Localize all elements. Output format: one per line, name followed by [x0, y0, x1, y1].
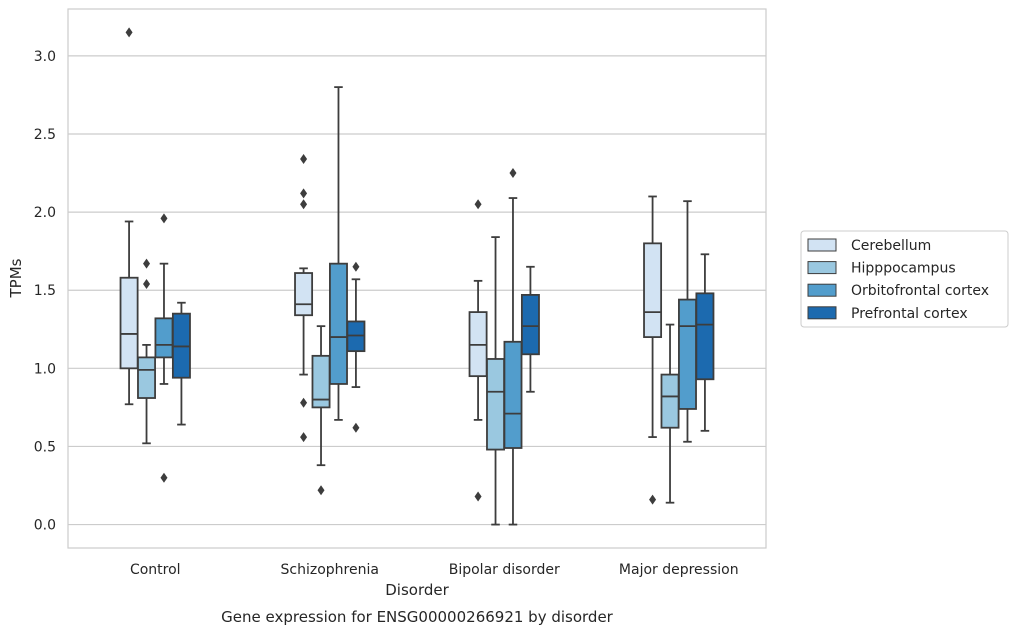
series-hipppocampus	[137, 236, 680, 526]
y-tick-label: 0.0	[34, 518, 56, 534]
box-plot-series	[119, 27, 715, 526]
box	[660, 323, 680, 504]
outlier-point	[143, 278, 151, 289]
box-iqr	[520, 294, 540, 356]
box-iqr	[503, 340, 523, 449]
box-iqr	[137, 356, 156, 399]
box-iqr	[695, 292, 715, 381]
outlier-point	[300, 397, 308, 408]
box-iqr	[294, 272, 314, 317]
x-tick-label: Control	[130, 562, 181, 578]
outlier-point	[352, 261, 360, 272]
outlier-point	[160, 472, 168, 483]
box	[520, 265, 540, 393]
box	[695, 253, 715, 432]
box	[329, 86, 348, 421]
y-tick-label: 2.5	[34, 127, 56, 143]
box-iqr	[119, 276, 139, 370]
legend-swatch	[807, 238, 837, 252]
box	[311, 325, 331, 496]
box-iqr	[329, 262, 348, 385]
box	[171, 301, 191, 426]
box	[154, 213, 174, 483]
box	[294, 153, 314, 443]
box	[503, 168, 523, 526]
box	[137, 258, 156, 445]
legend-label: Prefrontal cortex	[851, 306, 968, 322]
box-iqr	[486, 358, 505, 451]
outlier-point	[300, 188, 308, 199]
box	[346, 261, 366, 433]
outlier-point	[317, 485, 325, 496]
y-tick-label: 1.5	[34, 283, 56, 299]
y-axis-ticks: 0.0 0.5 1.0 1.5 2.0 2.5 3.0	[34, 49, 56, 534]
outlier-point	[143, 258, 151, 269]
outlier-point	[474, 199, 482, 210]
outlier-point	[300, 153, 308, 164]
outlier-point	[352, 422, 360, 433]
series-orbitofrontal-cortex	[154, 86, 697, 526]
legend-items: Cerebellum Hipppocampus Orbitofrontal cort…	[807, 238, 989, 322]
box-iqr	[643, 242, 663, 338]
outlier-point	[649, 494, 657, 505]
x-tick-label: Schizophrenia	[281, 562, 379, 578]
box-iqr	[660, 373, 680, 429]
box	[486, 236, 505, 526]
chart-caption: Gene expression for ENSG00000266921 by d…	[221, 608, 614, 626]
box	[119, 27, 139, 406]
box-iqr	[678, 298, 697, 410]
box	[678, 200, 697, 443]
outlier-point	[509, 168, 517, 179]
outlier-point	[160, 213, 168, 224]
box	[643, 195, 663, 505]
y-axis-label: TPMs	[7, 258, 25, 298]
series-prefrontal-cortex	[171, 253, 715, 433]
outlier-point	[474, 491, 482, 502]
legend-label: Hipppocampus	[851, 261, 956, 277]
x-axis-label: Disorder	[385, 581, 449, 599]
y-tick-label: 0.5	[34, 439, 56, 455]
x-tick-label: Major depression	[619, 562, 739, 578]
legend-label: Orbitofrontal cortex	[851, 283, 989, 299]
legend-swatch	[807, 261, 837, 275]
outlier-point	[300, 199, 308, 210]
series-cerebellum	[119, 27, 663, 505]
y-tick-label: 3.0	[34, 49, 56, 65]
plot-frame	[67, 8, 767, 549]
legend-swatch	[807, 283, 837, 297]
legend-label: Cerebellum	[851, 238, 931, 254]
box-iqr	[154, 317, 174, 359]
legend: Cerebellum Hipppocampus Orbitofrontal cort…	[800, 230, 1009, 328]
legend-frame	[800, 230, 1009, 328]
y-tick-label: 2.0	[34, 205, 56, 221]
outlier-point	[125, 27, 133, 38]
x-axis-ticks: Control Schizophrenia Bipolar disorder Majo…	[130, 562, 739, 578]
y-tick-label: 1.0	[34, 361, 56, 377]
box	[468, 199, 488, 502]
legend-swatch	[807, 306, 837, 320]
outlier-point	[300, 432, 308, 443]
x-tick-label: Bipolar disorder	[449, 562, 560, 578]
